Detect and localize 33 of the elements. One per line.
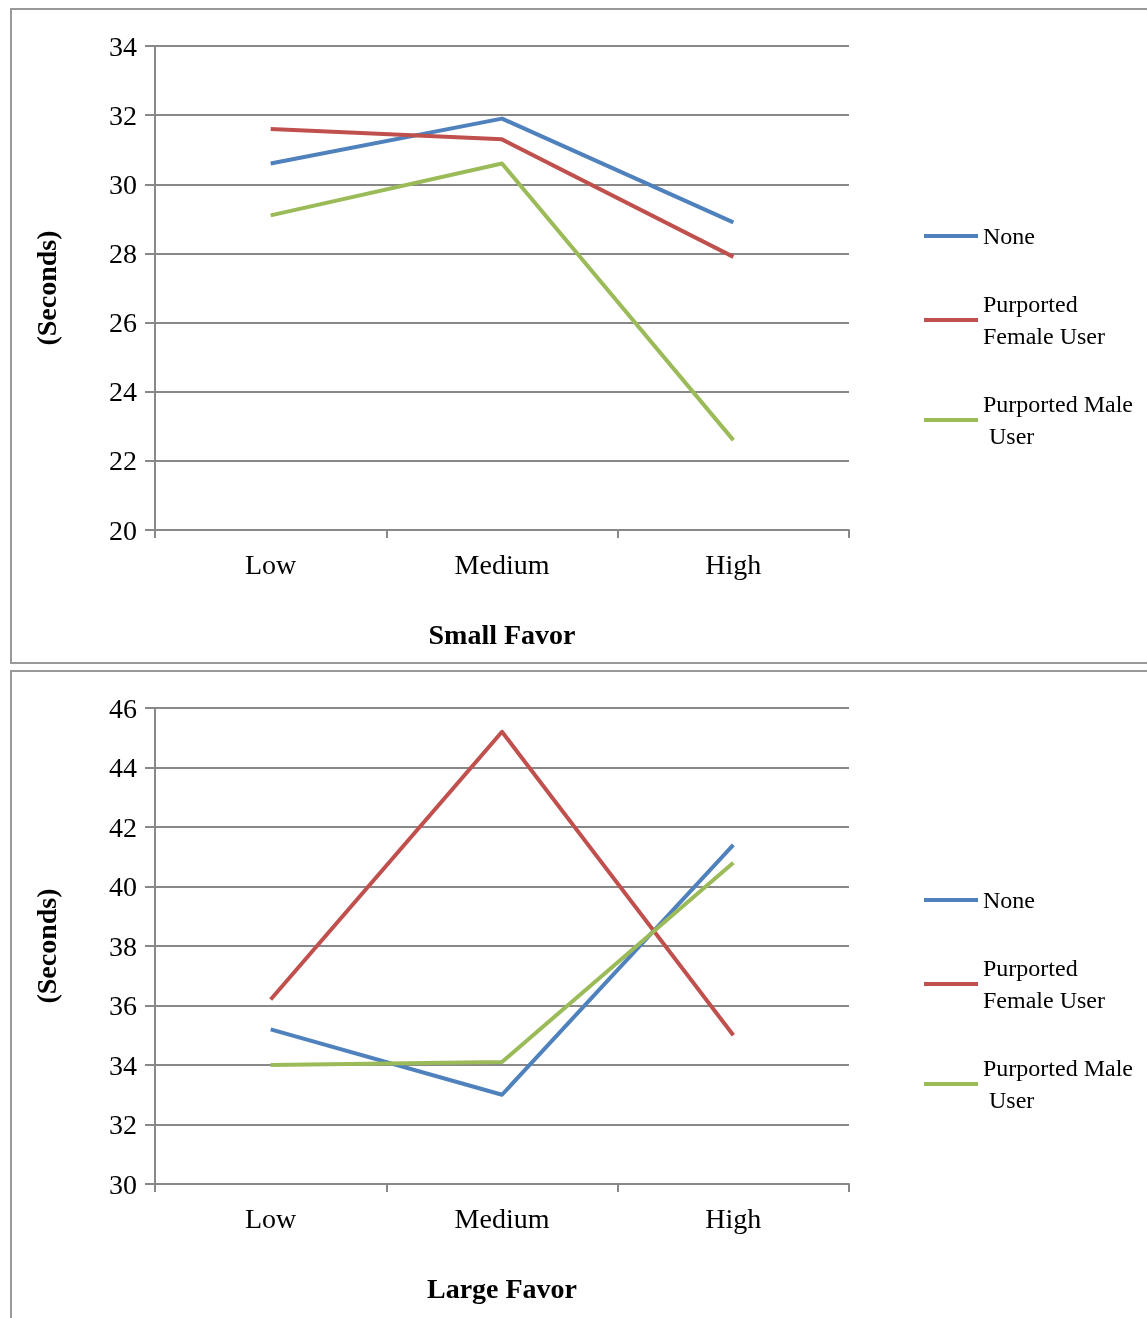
- y-tick-label: 28: [109, 237, 137, 269]
- legend-label: Purported Female User: [983, 955, 1105, 1013]
- y-tick-label: 46: [109, 692, 137, 724]
- x-tick-label: Medium: [454, 548, 550, 580]
- y-tick-label: 44: [109, 752, 137, 783]
- y-tick-label: 36: [109, 990, 137, 1021]
- y-tick-label: 34: [109, 1049, 137, 1081]
- y-tick-label: 20: [109, 514, 137, 546]
- y-tick-label: 42: [109, 811, 137, 843]
- y-tick-label: 30: [109, 1168, 137, 1200]
- y-axis-title: (Seconds): [30, 888, 62, 1004]
- y-tick-label: 34: [109, 30, 137, 62]
- x-axis-title: Large Favor: [426, 1272, 578, 1304]
- y-tick-label: 26: [109, 307, 137, 339]
- x-tick-label: Low: [245, 1202, 298, 1234]
- y-tick-label: 32: [109, 1109, 137, 1140]
- legend-label: None: [983, 887, 1035, 913]
- y-tick-label: 32: [109, 99, 137, 131]
- legend-label: Purported Male User: [983, 391, 1133, 449]
- x-tick-label: Low: [245, 548, 298, 580]
- y-axis-title: (Seconds): [30, 230, 62, 346]
- y-tick-label: 38: [109, 930, 137, 962]
- y-tick-label: 30: [109, 168, 137, 200]
- legend-label: Purported Male User: [983, 1055, 1133, 1113]
- y-tick-label: 24: [109, 376, 137, 408]
- x-tick-label: High: [705, 548, 762, 580]
- legend-label: Purported Female User: [983, 291, 1105, 349]
- y-tick-label: 40: [109, 871, 137, 902]
- x-axis-title: Small Favor: [428, 618, 576, 650]
- y-tick-label: 22: [109, 445, 137, 477]
- x-tick-label: High: [705, 1202, 762, 1234]
- legend-label: None: [983, 223, 1035, 249]
- x-tick-label: Medium: [454, 1202, 550, 1234]
